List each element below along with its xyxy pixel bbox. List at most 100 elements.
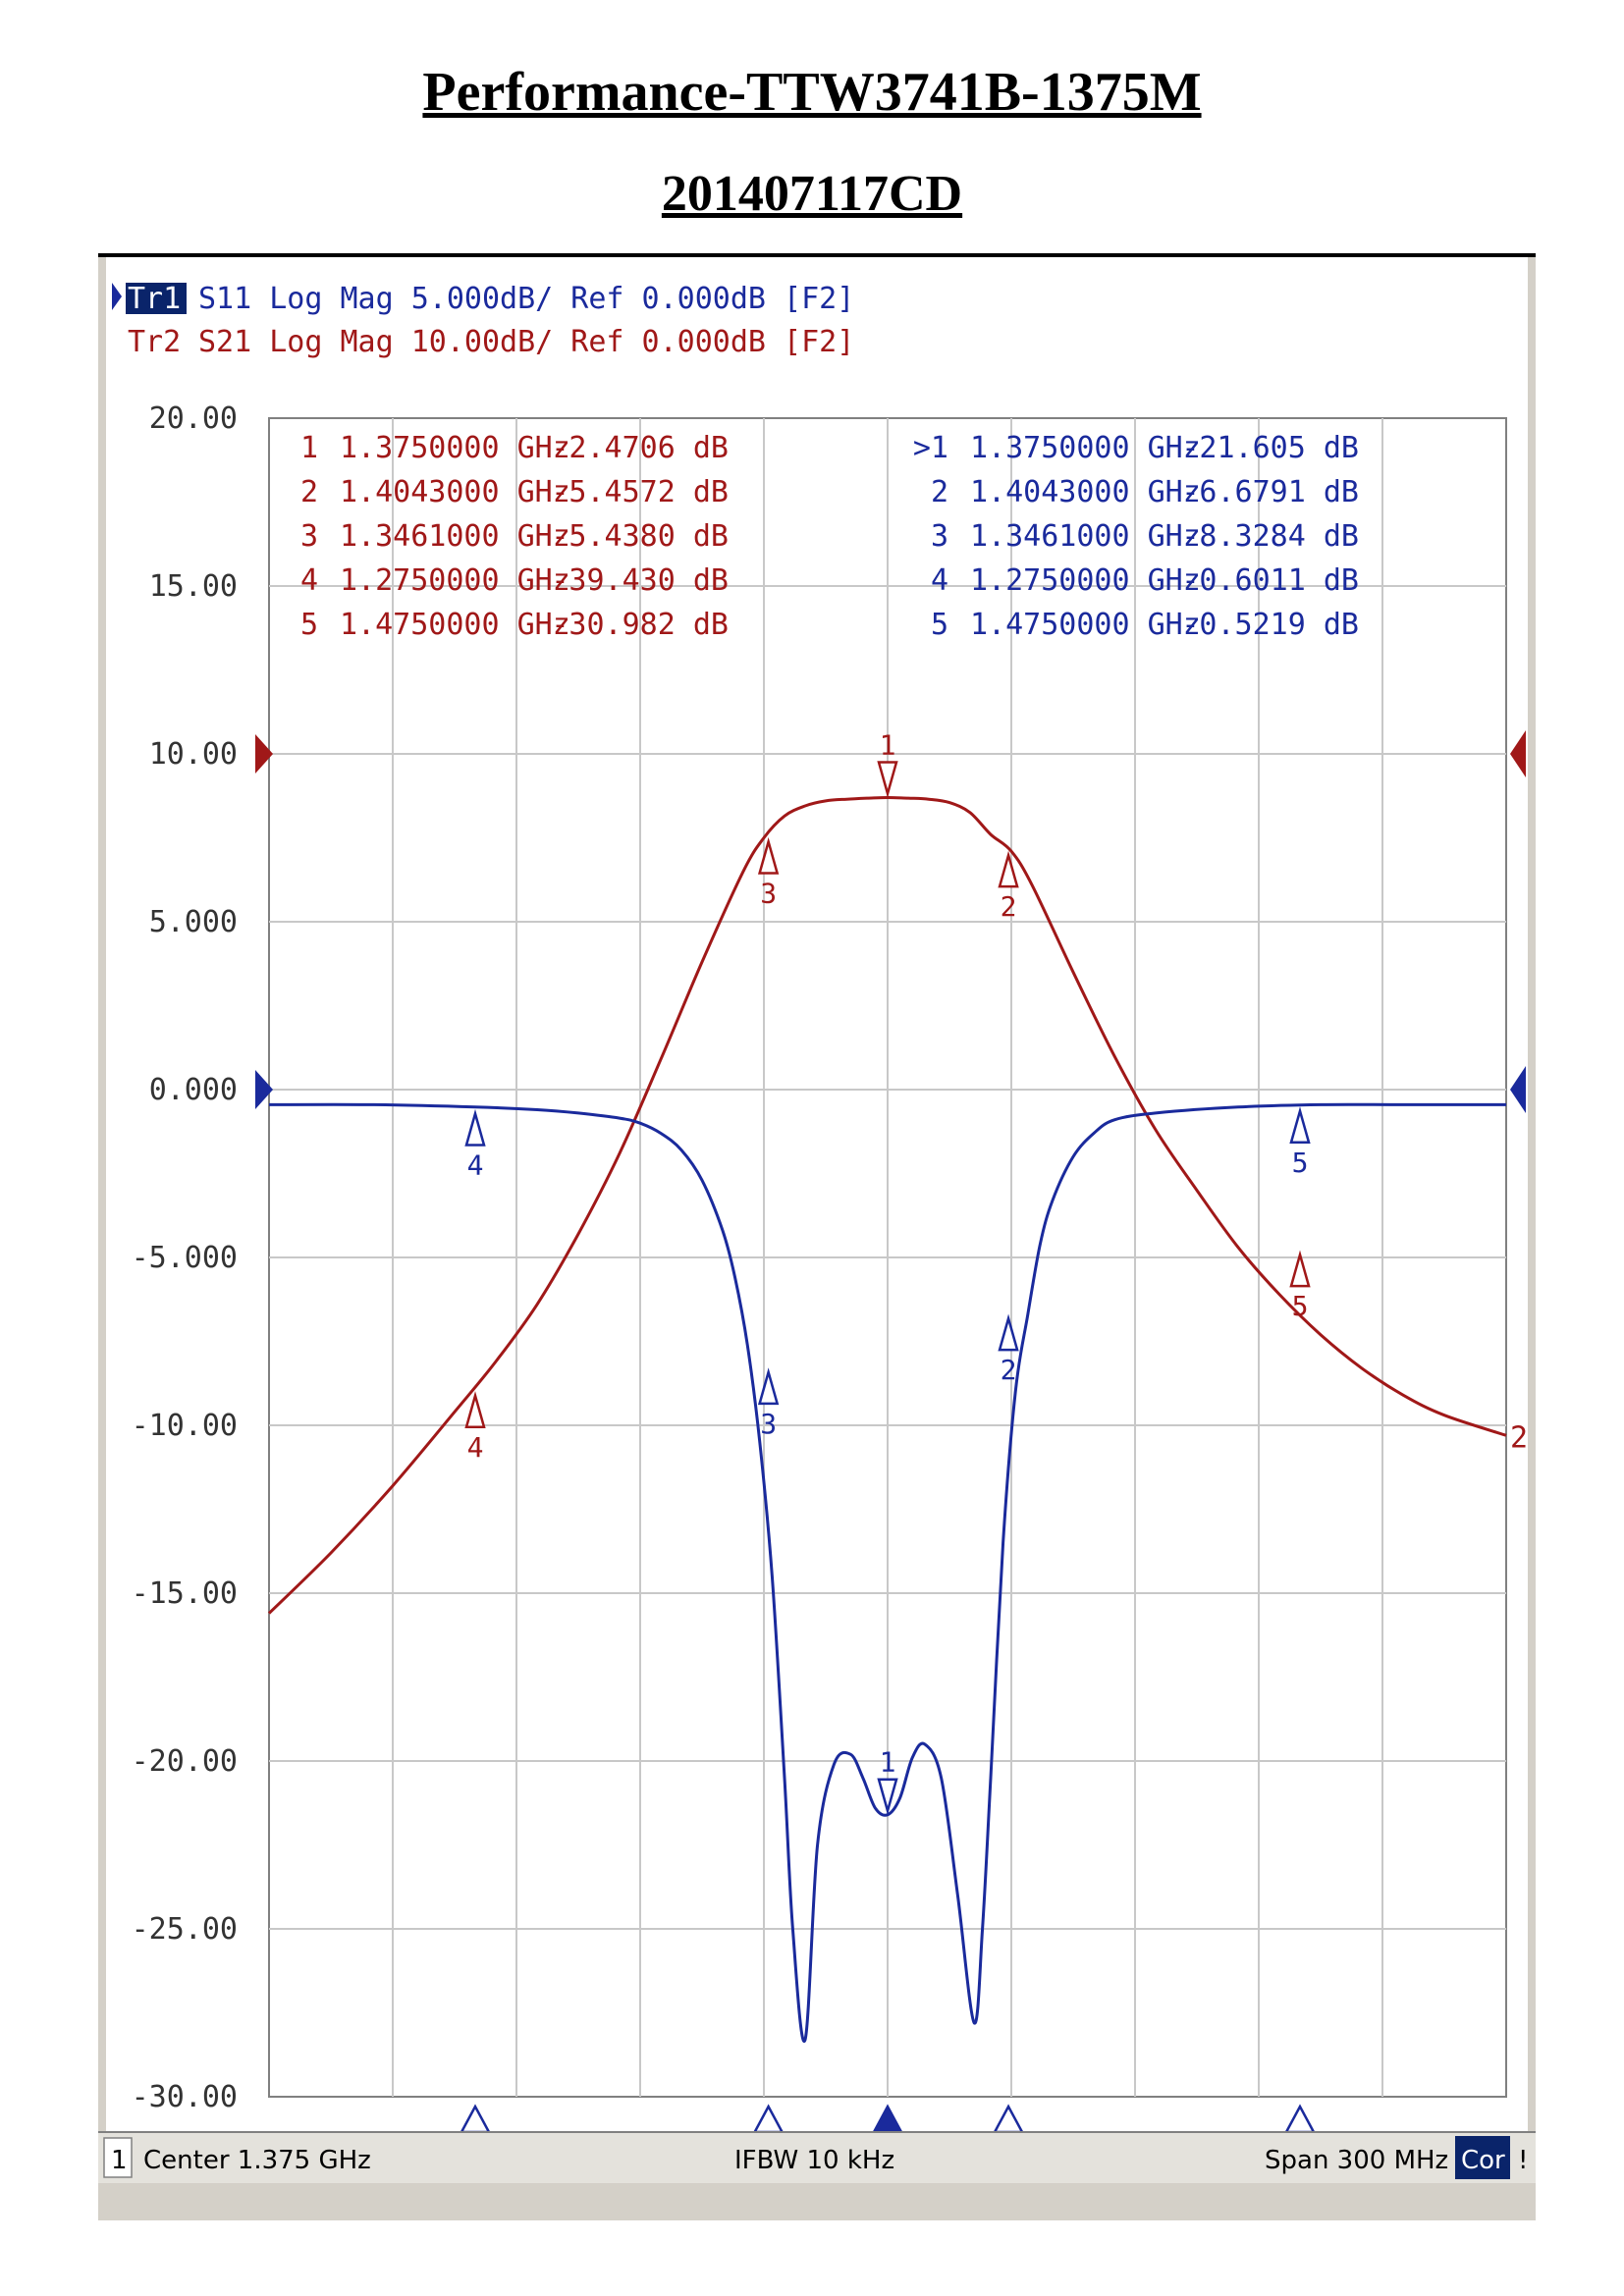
correction-label: Cor: [1461, 2146, 1505, 2175]
trace-s11: [268, 1102, 1506, 2044]
s21-marker-5[interactable]: 5: [1289, 1250, 1311, 1322]
y-axis-ticks: 20.00 15.00 10.00 5.000 0.000 -5.000 -10.00 -15…: [132, 401, 238, 2114]
s11-readout-frequency: 1.2750000 GHz: [970, 563, 1201, 598]
marker-triangle-icon: [757, 836, 780, 875]
y-tick-label: -20.00: [132, 1744, 238, 1779]
s21-readout-frequency: 1.4043000 GHz: [340, 475, 570, 509]
s11-marker-4[interactable]: 4: [464, 1108, 486, 1182]
status-flag: !: [1518, 2146, 1528, 2175]
s21-readout-id: 3: [300, 519, 318, 554]
s21-reference-left-icon: [255, 734, 273, 774]
s21-reference-right-icon: [1510, 730, 1526, 777]
tr2-label[interactable]: Tr2: [128, 325, 181, 359]
analyzer-chart: Tr1 S11 Log Mag 5.000dB/ Ref 0.000dB [F2…: [98, 257, 1536, 2220]
active-trace-pointer-icon: [112, 283, 122, 310]
channel-number: 1: [111, 2146, 128, 2175]
s11-readout-value: -0.6011 dB: [1181, 563, 1359, 598]
marker-triangle-icon: [998, 1313, 1019, 1352]
y-tick-label: -5.000: [132, 1241, 238, 1275]
s11-marker-5[interactable]: 5: [1289, 1106, 1311, 1179]
y-tick-label: -15.00: [132, 1576, 238, 1611]
span-setting: Span 300 MHz: [1265, 2146, 1448, 2175]
status-bar: 1 Center 1.375 GHz IFBW 10 kHz Span 300 …: [98, 2131, 1536, 2183]
s21-readout-frequency: 1.3461000 GHz: [340, 519, 570, 554]
s21-marker-4[interactable]: 4: [464, 1391, 486, 1464]
s21-readout-value: -2.4706 dB: [551, 431, 729, 465]
s21-readout-frequency: 1.4750000 GHz: [340, 608, 570, 642]
plot-grid: [268, 417, 1507, 2098]
marker-number: 4: [467, 1431, 484, 1464]
marker-triangle-icon: [757, 1367, 780, 1406]
marker-number: 5: [1292, 1290, 1309, 1322]
s11-marker-3[interactable]: 3: [757, 1367, 780, 1440]
s11-readout-frequency: 1.3461000 GHz: [970, 519, 1201, 554]
s21-readout-value: -30.982 dB: [551, 608, 729, 642]
s11-readout-id: 5: [931, 608, 948, 642]
ifbw-setting: IFBW 10 kHz: [734, 2146, 894, 2175]
y-tick-label: -10.00: [132, 1409, 238, 1443]
y-tick-label: 15.00: [149, 569, 238, 604]
tr1-settings: S11 Log Mag 5.000dB/ Ref 0.000dB [F2]: [198, 282, 854, 316]
y-tick-label: 10.00: [149, 737, 238, 772]
marker-triangle-icon: [464, 1108, 486, 1147]
y-tick-label: 0.000: [149, 1073, 238, 1107]
s11-readout-frequency: 1.4043000 GHz: [970, 475, 1201, 509]
s11-readout-value: -8.3284 dB: [1181, 519, 1359, 554]
tr1-highlight: [126, 283, 187, 314]
s21-readout-id: 4: [300, 563, 318, 598]
s11-marker-1[interactable]: 1: [877, 1746, 898, 1816]
marker-readout-tables: 1 1.3750000 GHz-2.4706 dB2 1.4043000 GHz-5…: [300, 431, 1359, 642]
s11-readout-id: 3: [931, 519, 948, 554]
s21-readout-value: -5.4380 dB: [551, 519, 729, 554]
s11-readout-id: 4: [931, 563, 948, 598]
s21-readout-id: 5: [300, 608, 318, 642]
s11-readout-value: -6.6791 dB: [1181, 475, 1359, 509]
trace-end-label: 2: [1510, 1420, 1528, 1455]
correction-indicator[interactable]: [1455, 2136, 1510, 2179]
s11-readout-frequency: 1.3750000 GHz: [970, 431, 1201, 465]
marker-triangle-icon: [1289, 1106, 1311, 1145]
s11-readout-id: 2: [931, 475, 948, 509]
s11-readout-id: >1: [913, 431, 948, 465]
title-rule: [98, 253, 1536, 258]
s21-readout-frequency: 1.2750000 GHz: [340, 563, 570, 598]
marker-triangle-icon: [998, 850, 1019, 888]
s21-readout-id: 1: [300, 431, 318, 465]
tr1-label[interactable]: Tr1: [128, 282, 181, 316]
s21-marker-2[interactable]: 2: [998, 850, 1019, 923]
s11-readout-frequency: 1.4750000 GHz: [970, 608, 1201, 642]
marker-number: 4: [467, 1149, 484, 1182]
page-title: Performance-TTW3741B-1375M: [422, 62, 1202, 123]
center-frequency: Center 1.375 GHz: [143, 2146, 371, 2175]
tr2-settings: S21 Log Mag 10.00dB/ Ref 0.000dB [F2]: [198, 325, 854, 359]
marker-number: 1: [880, 1746, 896, 1779]
reference-level-markers: [255, 730, 1526, 1113]
s21-readout-value: -39.430 dB: [551, 563, 729, 598]
s21-marker-3[interactable]: 3: [757, 836, 780, 910]
trace-markers: 1 2 3 4 5 1 2 3 4 5: [464, 728, 1311, 1816]
marker-number: 3: [760, 878, 777, 910]
y-tick-label: 20.00: [149, 401, 238, 436]
s11-marker-2[interactable]: 2: [998, 1313, 1019, 1386]
s11-readout-value: -0.5219 dB: [1181, 608, 1359, 642]
status-bar-background: [98, 2132, 1536, 2183]
s21-readout-value: -5.4572 dB: [551, 475, 729, 509]
s21-readout-frequency: 1.3750000 GHz: [340, 431, 570, 465]
marker-triangle-icon: [464, 1391, 486, 1429]
s11-reference-right-icon: [1510, 1066, 1526, 1113]
marker-triangle-icon: [877, 1778, 898, 1816]
marker-number: 2: [1001, 890, 1017, 923]
channel-box[interactable]: [103, 2137, 133, 2178]
marker-number: 1: [880, 728, 896, 761]
y-tick-label: -25.00: [132, 1912, 238, 1947]
s21-readout-id: 2: [300, 475, 318, 509]
trace-header: Tr1 S11 Log Mag 5.000dB/ Ref 0.000dB [F2…: [112, 282, 854, 359]
s21-marker-1[interactable]: 1: [877, 728, 898, 799]
marker-number: 2: [1001, 1354, 1017, 1386]
y-tick-label: -30.00: [132, 2080, 238, 2114]
analyzer-screen: Tr1 S11 Log Mag 5.000dB/ Ref 0.000dB [F2…: [98, 257, 1536, 2220]
marker-triangle-icon: [877, 761, 898, 799]
s11-reference-left-icon: [255, 1070, 273, 1109]
marker-number: 3: [760, 1408, 777, 1440]
s11-readout-value: -21.605 dB: [1181, 431, 1359, 465]
